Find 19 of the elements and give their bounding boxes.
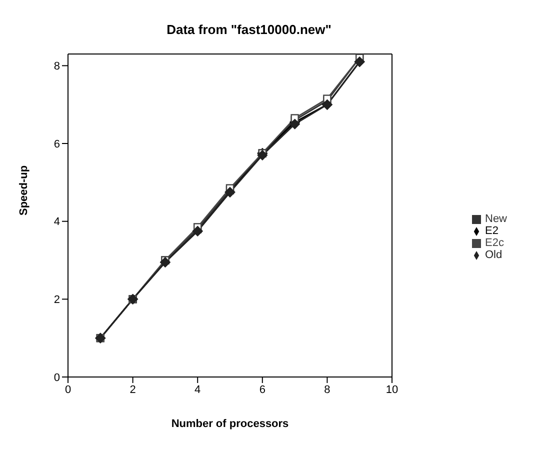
y-tick-label: 2 (54, 294, 60, 306)
legend-label: E2 (485, 225, 498, 237)
legend-label: New (485, 213, 508, 225)
x-tick-label: 10 (386, 384, 398, 396)
y-axis-title: Speed-up (18, 165, 30, 216)
chart-title: Data from "fast10000.new" (166, 22, 332, 37)
point (257, 150, 268, 160)
x-tick-label: 0 (64, 384, 72, 396)
x-axis-title: Number of processors (171, 418, 289, 430)
legend-label: Old (485, 249, 502, 261)
x-tick-label: 8 (324, 384, 330, 396)
x-tick-label: 2 (130, 384, 136, 396)
y-tick-label: 6 (54, 138, 60, 150)
y-tick-label: 8 (54, 60, 60, 73)
y-tick-label: 4 (54, 216, 60, 228)
x-tick-label: 4 (194, 384, 201, 396)
legend-label: E2c (485, 237, 504, 249)
y-tick-label: 0 (54, 372, 60, 384)
x-tick-label: 6 (259, 384, 266, 396)
